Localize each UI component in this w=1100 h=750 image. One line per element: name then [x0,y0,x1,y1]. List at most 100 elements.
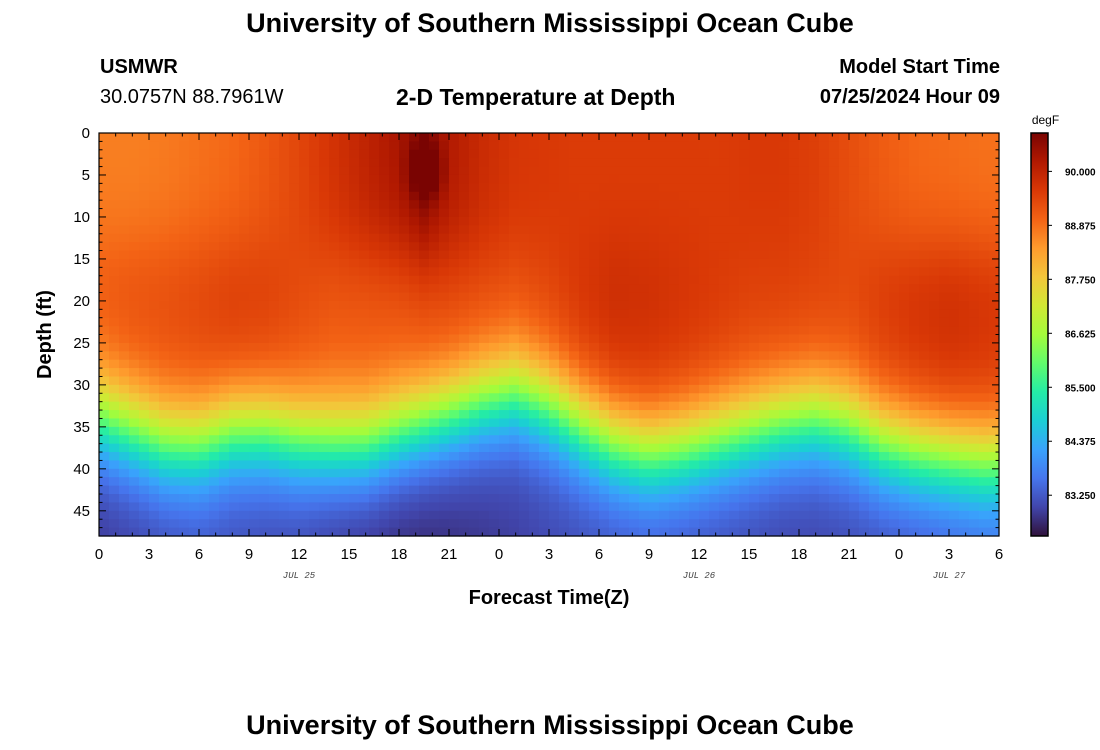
heatmap-cell [399,393,410,403]
heatmap-cell [819,443,830,453]
heatmap-cell [199,519,210,529]
heatmap-cell [639,494,650,504]
heatmap-cell [779,183,790,193]
heatmap-cell [589,300,600,310]
heatmap-cell [819,300,830,310]
heatmap-cell [399,443,410,453]
heatmap-cell [489,351,500,361]
x-tick-label: 9 [245,546,253,563]
heatmap-cell [759,527,770,537]
heatmap-cell [209,141,220,151]
heatmap-cell [749,275,760,285]
heatmap-cell [549,342,560,352]
heatmap-cell [969,242,980,252]
heatmap-cell [339,300,350,310]
heatmap-cell [289,233,300,243]
heatmap-cell [539,452,550,462]
heatmap-cell [419,133,430,142]
heatmap-cell [179,208,190,218]
heatmap-cell [509,435,520,445]
heatmap-cell [509,359,520,369]
heatmap-cell [709,284,720,294]
heatmap-cell [419,233,430,243]
heatmap-cell [829,342,840,352]
heatmap-cell [609,426,620,436]
heatmap-cell [309,242,320,252]
heatmap-cell [239,401,250,411]
heatmap-cell [599,141,610,151]
heatmap-cell [759,477,770,487]
heatmap-cell [759,502,770,512]
heatmap-cell [829,334,840,344]
heatmap-cell [119,141,130,151]
heatmap-cell [429,334,440,344]
heatmap-cell [519,410,530,420]
heatmap-cell [329,317,340,327]
heatmap-cell [699,510,710,520]
heatmap-cell [679,485,690,495]
heatmap-cell [169,267,180,277]
heatmap-cell [349,208,360,218]
heatmap-cell [399,510,410,520]
heatmap-cell [609,141,620,151]
heatmap-cell [519,242,530,252]
heatmap-cell [729,292,740,302]
heatmap-cell [709,326,720,336]
heatmap-cell [859,418,870,428]
heatmap-cell [399,300,410,310]
heatmap-cell [829,309,840,319]
heatmap-cell [859,452,870,462]
heatmap-cell [949,460,960,470]
heatmap-cell [589,452,600,462]
heatmap-cell [109,334,120,344]
heatmap-cell [709,183,720,193]
heatmap-cell [989,494,1000,504]
heatmap-cell [109,200,120,210]
heatmap-cell [129,191,140,201]
heatmap-cell [569,410,580,420]
heatmap-cell [409,468,420,478]
heatmap-cell [529,233,540,243]
heatmap-cell [139,351,150,361]
heatmap-cell [629,368,640,378]
heatmap-cell [889,485,900,495]
heatmap-cell [869,174,880,184]
heatmap-cell [339,233,350,243]
heatmap-cell [469,359,480,369]
heatmap-cell [579,426,590,436]
heatmap-cell [299,368,310,378]
heatmap-cell [819,166,830,176]
heatmap-cell [949,267,960,277]
heatmap-cell [409,309,420,319]
heatmap-cell [639,250,650,260]
heatmap-cell [319,267,330,277]
heatmap-cell [509,149,520,159]
heatmap-cell [139,426,150,436]
heatmap-cell [289,418,300,428]
heatmap-cell [169,393,180,403]
heatmap-cell [229,174,240,184]
heatmap-cell [809,242,820,252]
heatmap-cell [749,435,760,445]
heatmap-cell [459,376,470,386]
heatmap-cell [789,309,800,319]
heatmap-cell [329,158,340,168]
heatmap-cell [509,326,520,336]
heatmap-cell [689,460,700,470]
heatmap-cell [629,284,640,294]
heatmap-cell [369,133,380,142]
heatmap-cell [469,326,480,336]
heatmap-cell [489,267,500,277]
heatmap-cell [339,183,350,193]
heatmap-cell [959,166,970,176]
heatmap-cell [129,494,140,504]
heatmap-cell [409,443,420,453]
heatmap-cell [179,317,190,327]
heatmap-cell [429,384,440,394]
heatmap-cell [969,519,980,529]
heatmap-cell [239,359,250,369]
heatmap-cell [139,452,150,462]
heatmap-cell [509,477,520,487]
heatmap-cell [619,468,630,478]
heatmap-cell [259,191,270,201]
